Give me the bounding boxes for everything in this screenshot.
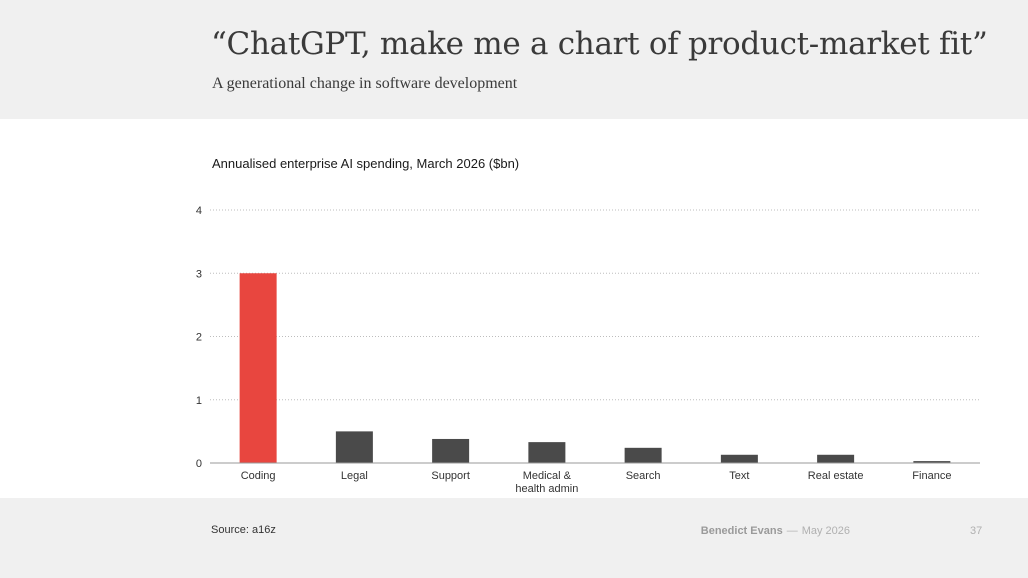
bar xyxy=(528,442,566,463)
y-tick-label: 0 xyxy=(196,458,202,470)
x-tick-label: Medical & health admin xyxy=(515,470,578,495)
bar xyxy=(817,454,855,463)
chart-area: Annualised enterprise AI spending, March… xyxy=(0,119,1028,498)
page-number: 37 xyxy=(970,525,983,537)
bar xyxy=(239,273,277,463)
x-tick-label: Support xyxy=(431,470,470,482)
x-tick-label: Legal xyxy=(341,470,368,482)
bar xyxy=(624,447,662,463)
slide-header: “ChatGPT, make me a chart of product-mar… xyxy=(0,0,1028,119)
x-tick-label: Real estate xyxy=(808,470,864,482)
x-tick-label: Finance xyxy=(912,470,951,482)
byline-separator: — xyxy=(786,525,798,537)
publish-date: May 2026 xyxy=(801,525,850,537)
x-tick-label: Text xyxy=(729,470,749,482)
chart-title: Annualised enterprise AI spending, March… xyxy=(212,156,520,171)
bar xyxy=(913,461,951,463)
slide-subtitle: A generational change in software develo… xyxy=(212,75,518,92)
y-tick-label: 4 xyxy=(196,205,202,217)
source-note: Source: a16z xyxy=(211,524,276,536)
slide-footer: Source: a16z Benedict Evans — May 2026 37 xyxy=(0,498,1028,578)
byline: Benedict Evans — May 2026 xyxy=(701,525,850,537)
slide-title: “ChatGPT, make me a chart of product-mar… xyxy=(211,26,988,62)
author-name: Benedict Evans xyxy=(700,525,783,537)
x-tick-label: Coding xyxy=(241,470,276,482)
y-tick-label: 3 xyxy=(196,268,202,280)
y-tick-label: 1 xyxy=(196,395,202,407)
bar xyxy=(432,438,470,463)
x-tick-label: Search xyxy=(626,470,661,482)
y-tick-label: 2 xyxy=(196,332,202,344)
bar xyxy=(720,454,758,463)
bar xyxy=(335,431,373,463)
